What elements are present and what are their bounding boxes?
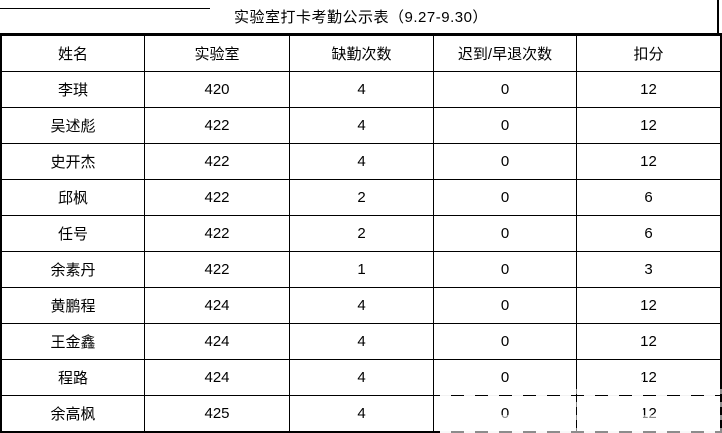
cell-name: 黄鹏程 <box>2 288 145 323</box>
cell-deduct: 6 <box>644 189 653 206</box>
cell-deduct: 12 <box>640 81 657 98</box>
header-name: 姓名 <box>2 36 145 71</box>
table-row: 余高枫 425 4 0 12 <box>2 396 720 431</box>
table-row: 吴述彪 422 4 0 12 <box>2 108 720 144</box>
cell-late: 0 <box>434 180 577 215</box>
cell-late: 0 <box>434 108 577 143</box>
cell-lab: 422 <box>145 216 290 251</box>
cell-absent: 4 <box>290 72 434 107</box>
cell-deduct: 3 <box>644 261 653 278</box>
cell-absent: 1 <box>290 252 434 287</box>
cell-absent: 4 <box>290 324 434 359</box>
cell-absent: 4 <box>290 360 434 395</box>
cell-name: 余高枫 <box>2 396 145 431</box>
table-row: 程路 424 4 0 12 <box>2 360 720 396</box>
cell-absent: 4 <box>290 108 434 143</box>
cell-name: 任号 <box>2 216 145 251</box>
cell-lab: 422 <box>145 108 290 143</box>
cell-lab: 420 <box>145 72 290 107</box>
cell-late: 0 <box>434 288 577 323</box>
cell-name: 邱枫 <box>2 180 145 215</box>
table-row: 李琪 420 4 0 12 <box>2 72 720 108</box>
cell-deduct: 12 <box>640 369 657 386</box>
table-row: 王金鑫 424 4 0 12 <box>2 324 720 360</box>
cell-lab: 424 <box>145 324 290 359</box>
cell-deduct: 12 <box>640 297 657 314</box>
cell-absent: 4 <box>290 144 434 179</box>
cell-name: 吴述彪 <box>2 108 145 143</box>
cell-deduct: 12 <box>640 117 657 134</box>
table-header-row: 姓名 实验室 缺勤次数 迟到/早退次数 扣分 <box>2 36 720 72</box>
table-row: 黄鹏程 424 4 0 12 <box>2 288 720 324</box>
cell-lab: 422 <box>145 180 290 215</box>
cell-absent: 4 <box>290 396 434 431</box>
cell-lab: 422 <box>145 144 290 179</box>
title-band-right-border <box>717 0 719 36</box>
cell-deduct: 12 <box>640 405 657 422</box>
page-title: 实验室打卡考勤公示表（9.27-9.30） <box>234 9 488 26</box>
cell-name: 李琪 <box>2 72 145 107</box>
table-title-band: 实验室打卡考勤公示表（9.27-9.30） <box>0 0 722 33</box>
cell-late: 0 <box>434 324 577 359</box>
header-lab: 实验室 <box>145 36 290 71</box>
cell-late: 0 <box>434 396 577 431</box>
partial-top-border-line <box>0 8 210 9</box>
cell-deduct: 6 <box>644 225 653 242</box>
table-row: 余素丹 422 1 0 3 <box>2 252 720 288</box>
cell-deduct: 12 <box>640 153 657 170</box>
table-row: 史开杰 422 4 0 12 <box>2 144 720 180</box>
cell-late: 0 <box>434 72 577 107</box>
cell-absent: 2 <box>290 180 434 215</box>
cell-absent: 4 <box>290 288 434 323</box>
attendance-table: 姓名 实验室 缺勤次数 迟到/早退次数 扣分 李琪 420 4 0 12 吴述彪… <box>0 33 722 433</box>
cell-name: 余素丹 <box>2 252 145 287</box>
header-absent-count: 缺勤次数 <box>290 36 434 71</box>
header-late-count: 迟到/早退次数 <box>434 36 577 71</box>
cell-lab: 425 <box>145 396 290 431</box>
header-deduction: 扣分 <box>633 46 664 63</box>
cell-lab: 424 <box>145 288 290 323</box>
cell-lab: 422 <box>145 252 290 287</box>
table-row: 邱枫 422 2 0 6 <box>2 180 720 216</box>
cell-name: 程路 <box>2 360 145 395</box>
cell-late: 0 <box>434 216 577 251</box>
cell-deduct: 12 <box>640 333 657 350</box>
cell-name: 王金鑫 <box>2 324 145 359</box>
cell-lab: 424 <box>145 360 290 395</box>
cell-late: 0 <box>434 360 577 395</box>
cell-late: 0 <box>434 144 577 179</box>
cell-name: 史开杰 <box>2 144 145 179</box>
table-row: 任号 422 2 0 6 <box>2 216 720 252</box>
cell-late: 0 <box>434 252 577 287</box>
cell-absent: 2 <box>290 216 434 251</box>
